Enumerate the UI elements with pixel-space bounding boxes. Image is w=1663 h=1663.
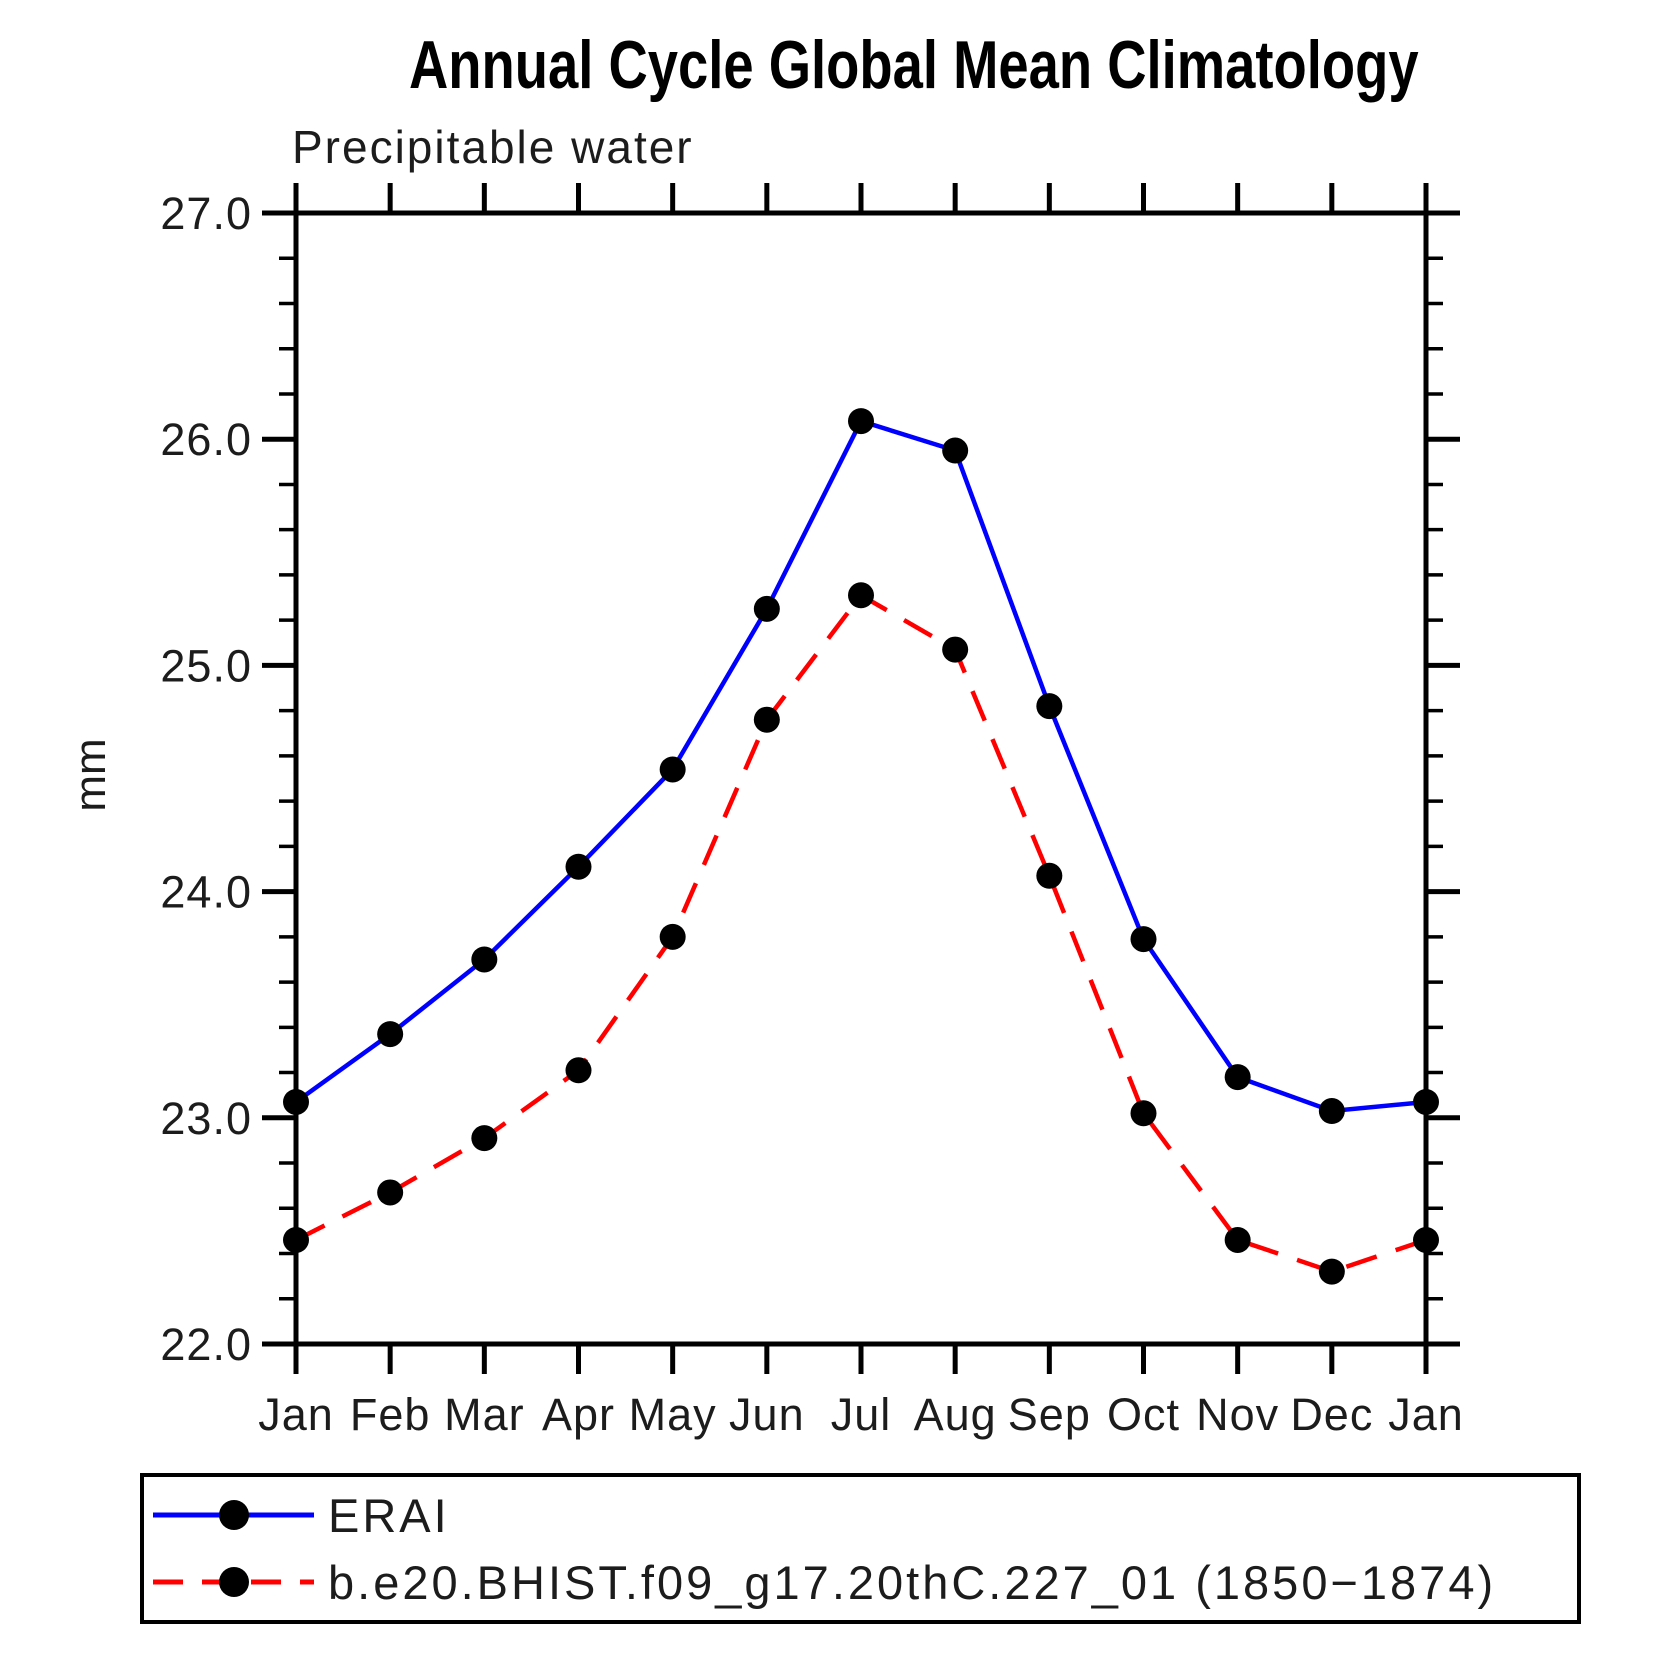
data-point-marker: [1130, 926, 1157, 953]
data-point-marker: [283, 1088, 309, 1115]
data-point-marker: [471, 1125, 498, 1152]
chart-subtitle: Precipitable water: [292, 121, 694, 173]
x-tick-label: Jun: [729, 1389, 805, 1440]
data-point-marker: [1224, 1226, 1251, 1253]
data-point-marker: [1036, 693, 1063, 720]
data-point-marker: [565, 1057, 592, 1084]
data-point-marker: [1130, 1100, 1157, 1127]
x-tick-label: May: [629, 1389, 717, 1440]
legend-swatch-erai: [153, 1500, 314, 1530]
data-point-marker: [1318, 1098, 1345, 1125]
legend-label-erai: ERAI: [328, 1488, 450, 1542]
series-line-1: [294, 592, 1427, 1274]
y-tick-label: 25.0: [160, 640, 252, 691]
data-point-marker: [848, 408, 874, 435]
data-point-marker: [471, 946, 498, 973]
x-tick-label: Apr: [542, 1389, 615, 1440]
x-tick-label: Nov: [1196, 1389, 1279, 1440]
data-point-marker: [753, 706, 780, 733]
legend-row-erai: ERAI: [151, 1482, 1577, 1549]
legend-label-model: b.e20.BHIST.f09_g17.20thC.227_01 (1850−1…: [328, 1555, 1497, 1609]
x-tick-label: Oct: [1107, 1389, 1180, 1440]
y-tick-label: 27.0: [160, 188, 252, 239]
data-point-marker: [942, 636, 969, 663]
data-point-marker: [1413, 1088, 1439, 1115]
y-tick-label: 22.0: [160, 1319, 252, 1370]
x-tick-label: Jul: [831, 1389, 892, 1440]
data-point-marker: [1036, 862, 1063, 889]
y-tick-label: 24.0: [160, 867, 252, 918]
x-tick-label: Aug: [914, 1389, 997, 1440]
data-point-marker: [1413, 1226, 1439, 1253]
x-tick-label: Sep: [1008, 1389, 1091, 1440]
plot-frame: [293, 210, 1429, 1347]
legend-box: ERAI b.e20.BHIST.f09_g17.20thC.227_01 (1…: [140, 1473, 1581, 1624]
data-point-marker: [377, 1021, 404, 1048]
data-point-marker: [1224, 1064, 1251, 1091]
legend-marker-dot-icon: [219, 1567, 249, 1597]
legend-swatch-model: [153, 1567, 314, 1597]
data-point-marker: [659, 923, 686, 950]
data-point-marker: [1318, 1258, 1345, 1285]
data-point-marker: [283, 1226, 309, 1253]
chart-title: Annual Cycle Global Mean Climatology: [409, 27, 1419, 103]
data-point-marker: [753, 595, 780, 622]
x-tick-label: Dec: [1290, 1389, 1373, 1440]
data-point-marker: [659, 756, 686, 783]
legend-row-model: b.e20.BHIST.f09_g17.20thC.227_01 (1850−1…: [151, 1549, 1577, 1616]
legend-marker-dot-icon: [219, 1500, 249, 1530]
x-tick-label: Feb: [350, 1389, 431, 1440]
series-line-0: [294, 418, 1427, 1114]
x-tick-label: Jan: [1388, 1389, 1464, 1440]
data-point-marker: [942, 437, 969, 464]
data-point-marker: [377, 1179, 404, 1206]
data-point-marker: [565, 853, 592, 880]
y-tick-label: 26.0: [160, 414, 252, 465]
x-tick-label: Jan: [258, 1389, 334, 1440]
data-point-marker: [848, 582, 874, 609]
x-tick-label: Mar: [444, 1389, 525, 1440]
y-tick-label: 23.0: [160, 1093, 252, 1144]
